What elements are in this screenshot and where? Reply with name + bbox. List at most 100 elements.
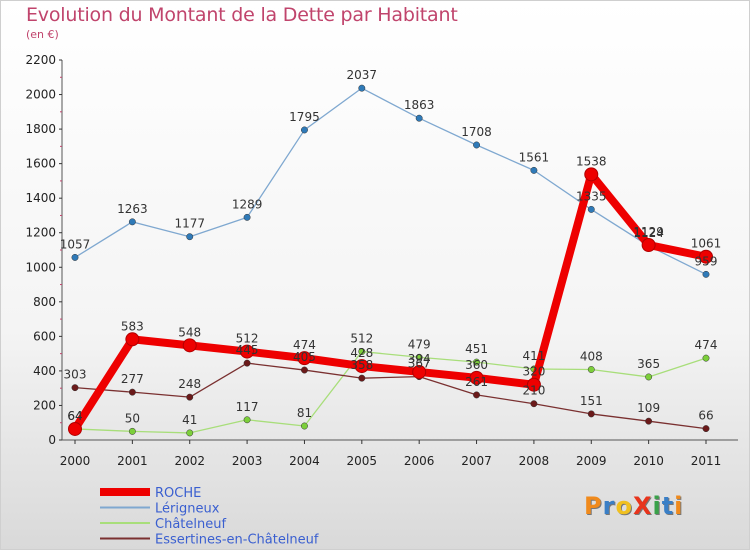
axes: 0 200 400 600 800 1000 1200 1400 1600 1800 2000 220… — [25, 53, 738, 468]
data-point — [415, 114, 423, 122]
data-point — [473, 141, 480, 149]
data-label: 1795 — [289, 110, 320, 124]
data-label: 261 — [465, 375, 488, 389]
data-point — [301, 366, 308, 374]
data-point — [530, 400, 538, 408]
y-tick-label: 1800 — [25, 122, 56, 136]
data-point — [702, 425, 710, 433]
proxiti-logo: ProXiti — [584, 492, 684, 520]
data-label: 1057 — [60, 237, 91, 251]
legend-label: Essertines-en-Châtelneuf — [155, 533, 319, 548]
x-tick-label: 2000 — [60, 454, 91, 468]
data-point — [68, 421, 82, 436]
data-label: 1289 — [232, 197, 263, 211]
data-label: 2037 — [347, 68, 378, 82]
data-label: 512 — [236, 332, 259, 346]
data-label: 408 — [580, 350, 603, 364]
data-point — [71, 253, 79, 261]
data-label: 303 — [64, 368, 87, 382]
data-point — [125, 332, 140, 347]
legend: ROCHELérigneuxChâtelneufEssertines-en-Ch… — [100, 486, 319, 548]
data-point — [584, 167, 599, 182]
x-tick-label: 2006 — [404, 454, 435, 468]
data-label: 474 — [695, 338, 718, 352]
x-tick-label: 2007 — [461, 454, 492, 468]
x-tick-label: 2009 — [576, 454, 607, 468]
data-label: 248 — [178, 377, 201, 391]
y-tick-label: 1200 — [25, 226, 56, 240]
data-label: 1863 — [404, 98, 435, 112]
data-point — [587, 366, 595, 373]
data-label: 360 — [465, 358, 488, 372]
x-tick-label: 2001 — [117, 454, 148, 468]
data-point — [473, 358, 480, 366]
data-point — [645, 417, 653, 425]
data-label: 411 — [522, 349, 545, 363]
data-point — [243, 213, 251, 221]
y-tick-label: 800 — [33, 295, 56, 309]
data-label: 367 — [408, 357, 431, 371]
data-point — [243, 359, 251, 367]
data-label: 1561 — [519, 150, 550, 164]
data-point — [469, 370, 484, 385]
data-label: 64 — [67, 409, 82, 423]
data-point — [186, 233, 194, 241]
data-point — [473, 391, 480, 399]
legend-label: ROCHE — [155, 486, 201, 501]
data-point — [587, 410, 595, 418]
data-point — [526, 377, 541, 392]
data-label: 1335 — [576, 189, 607, 203]
series-lines — [68, 84, 713, 437]
data-label: 358 — [350, 358, 373, 372]
data-label: 66 — [698, 409, 713, 423]
legend-label: Châtelneuf — [155, 517, 226, 532]
x-tick-label: 2008 — [519, 454, 550, 468]
data-label: 548 — [178, 325, 201, 339]
data-label: 474 — [293, 338, 316, 352]
data-label: 50 — [125, 411, 140, 425]
series-line-roche — [71, 170, 707, 432]
data-point — [186, 393, 194, 401]
y-tick-label: 400 — [33, 364, 56, 378]
series-line-essertines-en-chatelneuf — [74, 362, 707, 430]
x-tick-label: 2004 — [289, 454, 320, 468]
x-tick-label: 2002 — [174, 454, 205, 468]
data-label: 479 — [408, 337, 431, 351]
data-point — [128, 388, 136, 396]
data-label: 1061 — [691, 237, 722, 251]
y-tick-label: 1600 — [25, 157, 56, 171]
data-point — [412, 364, 427, 379]
data-point — [645, 373, 653, 381]
y-tick-label: 2000 — [25, 88, 56, 102]
data-point — [702, 354, 710, 362]
data-label: 151 — [580, 394, 603, 408]
data-point — [182, 338, 197, 353]
data-label: 1129 — [633, 225, 664, 239]
data-label: 445 — [236, 343, 259, 357]
data-label: 1124 — [633, 226, 664, 240]
data-label: 394 — [408, 352, 431, 366]
data-label: 81 — [297, 406, 312, 420]
y-tick-label: 600 — [33, 329, 56, 343]
data-label: 1708 — [461, 125, 492, 139]
data-point — [354, 359, 369, 374]
data-point — [301, 422, 308, 430]
data-label: 583 — [121, 319, 144, 333]
x-tick-label: 2011 — [691, 454, 722, 468]
data-point — [358, 348, 366, 356]
data-label: 1177 — [174, 217, 205, 231]
data-label: 405 — [293, 350, 316, 364]
data-point — [699, 249, 713, 264]
y-tick-label: 200 — [33, 398, 56, 412]
data-label: 1538 — [576, 154, 607, 168]
data-label: 117 — [236, 400, 259, 414]
data-point — [641, 237, 656, 252]
chart-title: Evolution du Montant de la Dette par Hab… — [26, 4, 458, 26]
data-point — [128, 427, 136, 435]
data-point — [358, 84, 366, 92]
data-point — [240, 344, 255, 359]
data-point — [415, 353, 423, 361]
series-line-chatelneuf — [74, 350, 707, 434]
data-label: 41 — [182, 413, 197, 427]
